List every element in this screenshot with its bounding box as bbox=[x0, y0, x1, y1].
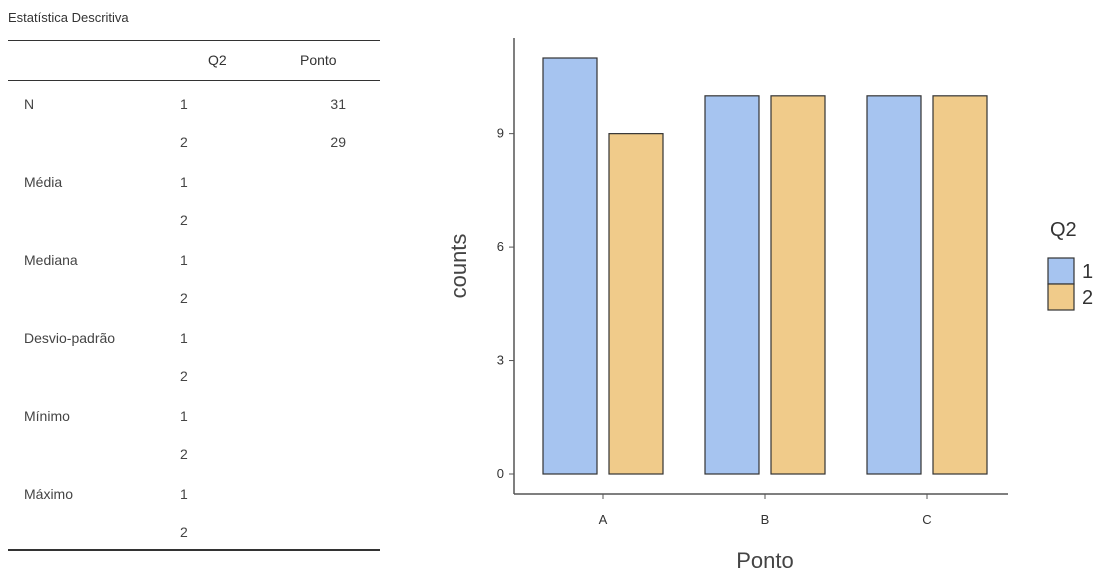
group-label: 1 bbox=[180, 486, 188, 502]
bar-chart-svg: 0 3 6 9 A B C Ponto counts Q21 2 bbox=[446, 38, 1093, 572]
group-label: 2 bbox=[180, 524, 188, 540]
group-label: 2 bbox=[180, 134, 188, 150]
header-variable: Ponto bbox=[300, 52, 337, 68]
x-axis-title: Ponto bbox=[736, 548, 794, 572]
legend-title: Q2 bbox=[1050, 219, 1077, 241]
y-axis-title: counts bbox=[446, 234, 471, 299]
group-label: 2 bbox=[180, 368, 188, 384]
bar-B-1 bbox=[704, 95, 760, 475]
y-tick-label: 6 bbox=[497, 239, 504, 254]
x-tick-label: B bbox=[761, 512, 770, 527]
group-label: 1 bbox=[180, 252, 188, 268]
table-bottom-rule bbox=[8, 549, 380, 551]
bar-C-1 bbox=[866, 95, 922, 475]
bar-C-2 bbox=[932, 95, 988, 475]
bar-A-1 bbox=[542, 57, 598, 475]
table-header-rule bbox=[8, 80, 380, 81]
descriptive-table: Estatística Descritiva Q2 Ponto N 1 31 2 29 M… bbox=[0, 0, 390, 572]
group-label: 2 bbox=[180, 446, 188, 462]
legend-key-2 bbox=[1047, 283, 1075, 311]
group-label: 2 bbox=[180, 212, 188, 228]
stat-label: Mínimo bbox=[24, 408, 70, 424]
group-label: 2 bbox=[180, 290, 188, 306]
stat-label: Média bbox=[24, 174, 63, 190]
group-label: 1 bbox=[180, 96, 188, 112]
x-tick-label: A bbox=[599, 512, 608, 527]
group-label: 1 bbox=[180, 408, 188, 424]
y-tick-label: 0 bbox=[497, 466, 504, 481]
legend-key-1 bbox=[1047, 257, 1075, 285]
bar-chart: 0 3 6 9 A B C Ponto counts Q2 1 2 bbox=[430, 0, 1104, 572]
stat-label: Desvio-padrão bbox=[24, 330, 116, 346]
stat-label: N bbox=[24, 96, 35, 112]
stat-value: 31 bbox=[330, 96, 346, 112]
legend-label-2: 2 bbox=[1082, 287, 1093, 309]
x-tick-label: C bbox=[922, 512, 931, 527]
bar-A-2 bbox=[608, 133, 664, 475]
table-title: Estatística Descritiva bbox=[8, 10, 129, 25]
group-label: 1 bbox=[180, 174, 188, 190]
group-label: 1 bbox=[180, 330, 188, 346]
legend-label-1: 1 bbox=[1082, 261, 1093, 283]
y-tick-label: 3 bbox=[497, 353, 504, 368]
bar-B-2 bbox=[770, 95, 826, 475]
stat-value: 29 bbox=[330, 134, 346, 150]
y-tick-label: 9 bbox=[497, 126, 504, 141]
header-group: Q2 bbox=[208, 52, 227, 68]
stat-label: Máximo bbox=[24, 486, 74, 502]
table-top-rule bbox=[8, 40, 380, 41]
stat-label: Mediana bbox=[24, 252, 78, 268]
